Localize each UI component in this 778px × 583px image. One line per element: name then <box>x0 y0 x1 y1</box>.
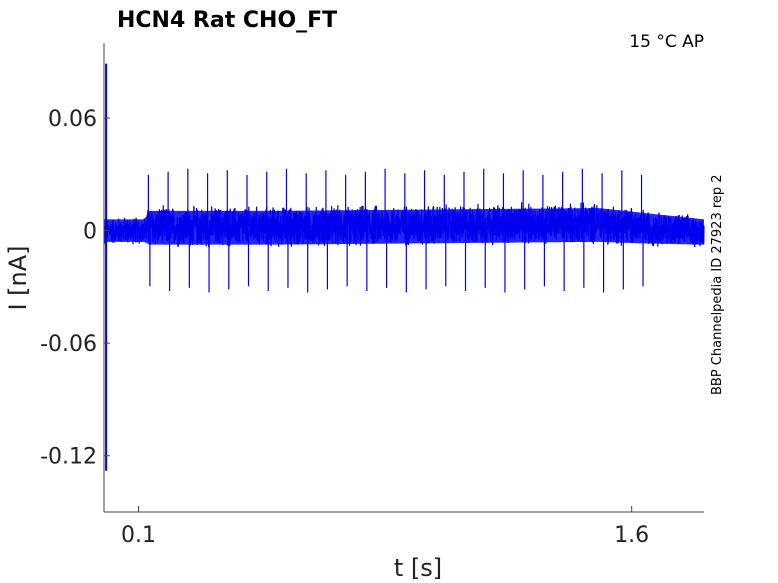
y-tick-label: 0.06 <box>48 107 97 132</box>
source-label: BBP Channelpedia ID 27923 rep 2 <box>710 174 725 395</box>
chart-title: HCN4 Rat CHO_FT <box>117 8 337 33</box>
y-tick-label: 0 <box>83 220 97 245</box>
y-tick-label: -0.06 <box>40 332 97 357</box>
noise-band-fill <box>104 208 704 245</box>
x-ticks: 0.1 1.6 <box>121 506 649 548</box>
y-ticks: 0.06 0 -0.06 -0.12 <box>40 107 110 470</box>
condition-annotation: 15 °C AP <box>629 32 704 52</box>
x-tick-label: 0.1 <box>121 523 156 548</box>
y-axis-label: I [nA] <box>4 245 32 310</box>
current-trace <box>103 63 705 471</box>
x-axis-label: t [s] <box>394 554 442 582</box>
x-tick-label: 1.6 <box>614 523 649 548</box>
y-tick-label: -0.12 <box>40 445 97 470</box>
plot-area <box>103 63 705 471</box>
